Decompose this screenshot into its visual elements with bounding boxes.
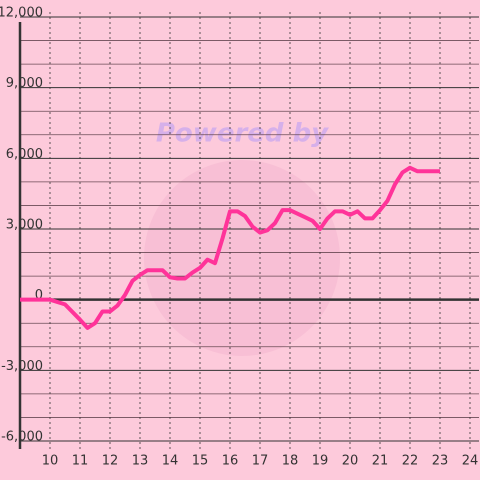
watermark-image <box>144 160 340 356</box>
x-tick-label: 11 <box>72 454 89 469</box>
x-tick-label: 19 <box>312 454 329 469</box>
y-tick-label: 12,000 <box>0 6 43 21</box>
x-tick-label: 17 <box>252 454 269 469</box>
x-tick-label: 13 <box>132 454 149 469</box>
y-tick-label: -3,000 <box>1 359 43 374</box>
x-tick-label: 22 <box>402 454 419 469</box>
x-tick-label: 10 <box>42 454 59 469</box>
y-tick-label: 3,000 <box>6 218 43 233</box>
y-tick-label: 9,000 <box>6 76 43 91</box>
y-tick-label: 0 <box>35 288 43 303</box>
x-tick-label: 15 <box>192 454 209 469</box>
x-tick-label: 14 <box>162 454 179 469</box>
x-tick-label: 16 <box>222 454 239 469</box>
data-line <box>20 165 440 330</box>
x-tick-label: 20 <box>342 454 359 469</box>
y-tick-label: 6,000 <box>6 147 43 162</box>
x-tick-label: 23 <box>432 454 449 469</box>
watermark: Powered by <box>156 119 329 149</box>
x-tick-label: 12 <box>102 454 119 469</box>
x-tick-label: 18 <box>282 454 299 469</box>
x-tick-label: 21 <box>372 454 389 469</box>
x-tick-label: 24 <box>462 454 479 469</box>
y-tick-label: -6,000 <box>1 430 43 445</box>
